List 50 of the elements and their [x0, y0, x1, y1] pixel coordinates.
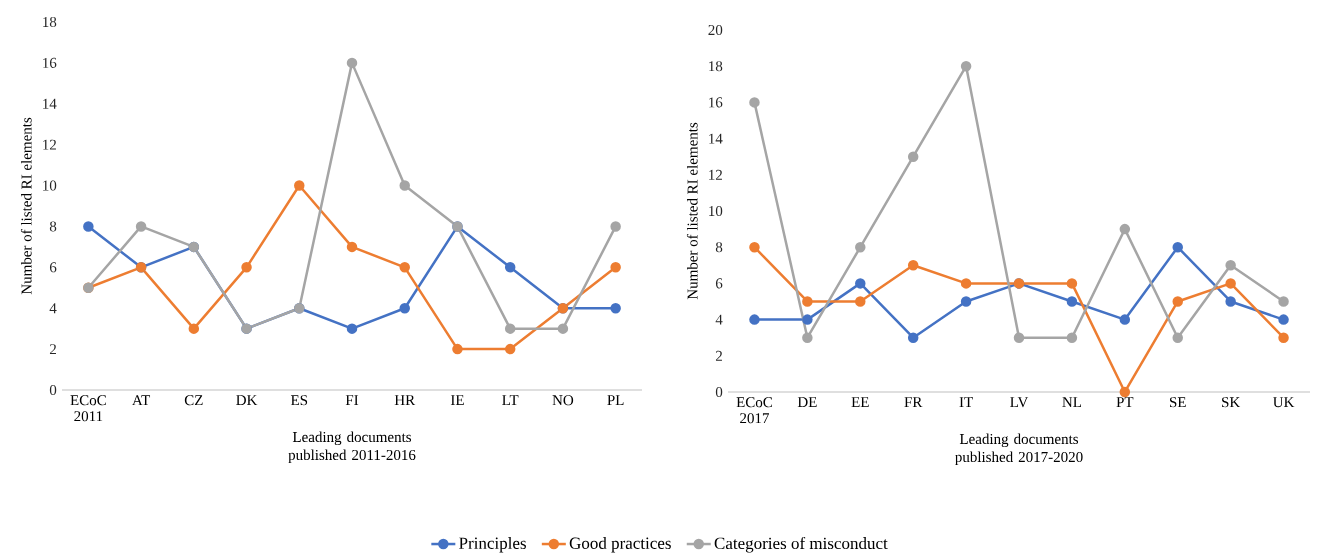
y-tick-label: 8 — [49, 221, 57, 232]
y-axis-title: Number of listed RI elements — [686, 122, 698, 300]
x-tick-label: FI — [345, 395, 359, 405]
x-tick-label: NL — [1062, 397, 1082, 407]
y-tick-label: 14 — [709, 133, 723, 144]
x-tick-label: DE — [797, 397, 817, 407]
y-tick-label: 10 — [43, 180, 57, 191]
y-tick-label: 16 — [43, 57, 57, 68]
legend-label: Good practices — [569, 536, 671, 553]
x-tick-label: DK — [236, 395, 258, 405]
y-tick-label: 4 — [715, 314, 723, 325]
x-tick-label: IT — [959, 397, 973, 407]
x-tick-label: IE — [450, 395, 464, 405]
x-tick-label: PL — [607, 395, 624, 405]
y-tick-label: 12 — [709, 169, 722, 180]
x-tick-label: HR — [394, 395, 416, 405]
x-tick-label: CZ — [184, 395, 203, 406]
y-tick-label: 0 — [49, 384, 57, 395]
y-tick-label: 6 — [715, 278, 723, 289]
x-axis-title: Leading documents published 2011-2016 — [288, 431, 416, 464]
y-tick-label: 18 — [709, 61, 723, 72]
y-tick-label: 10 — [709, 205, 723, 216]
x-tick-label: ECoC 2017 — [736, 397, 772, 424]
x-tick-label: NO — [552, 395, 574, 406]
y-tick-label: 14 — [43, 98, 57, 109]
legend-label: Categories of misconduct — [714, 536, 888, 553]
y-tick-label: 8 — [715, 242, 723, 253]
y-tick-label: 4 — [49, 303, 57, 314]
y-tick-label: 2 — [715, 350, 722, 361]
y-tick-label: 20 — [708, 24, 723, 35]
y-tick-label: 18 — [43, 16, 57, 27]
y-tick-label: 16 — [709, 97, 723, 108]
x-tick-label: EE — [851, 397, 869, 407]
x-axis-title: Leading documents published 2017-2020 — [955, 433, 1083, 466]
x-tick-label: ES — [290, 395, 308, 406]
legend-label: Principles — [459, 536, 526, 553]
x-tick-label: AT — [132, 395, 151, 406]
y-axis-title: Number of listed RI elements — [20, 117, 32, 295]
x-tick-label: FR — [904, 397, 923, 407]
x-tick-label: PT — [1116, 397, 1134, 407]
x-tick-label: LT — [502, 395, 519, 405]
x-tick-label: UK — [1273, 397, 1295, 408]
y-tick-label: 6 — [49, 262, 57, 273]
x-tick-label: SE — [1169, 397, 1186, 408]
y-tick-label: 2 — [49, 344, 56, 355]
x-tick-label: SK — [1222, 397, 1241, 408]
y-tick-label: 0 — [715, 386, 723, 397]
x-tick-label: LV — [1010, 397, 1029, 408]
y-tick-label: 12 — [43, 139, 56, 150]
x-tick-label: ECoC 2011 — [70, 395, 106, 422]
